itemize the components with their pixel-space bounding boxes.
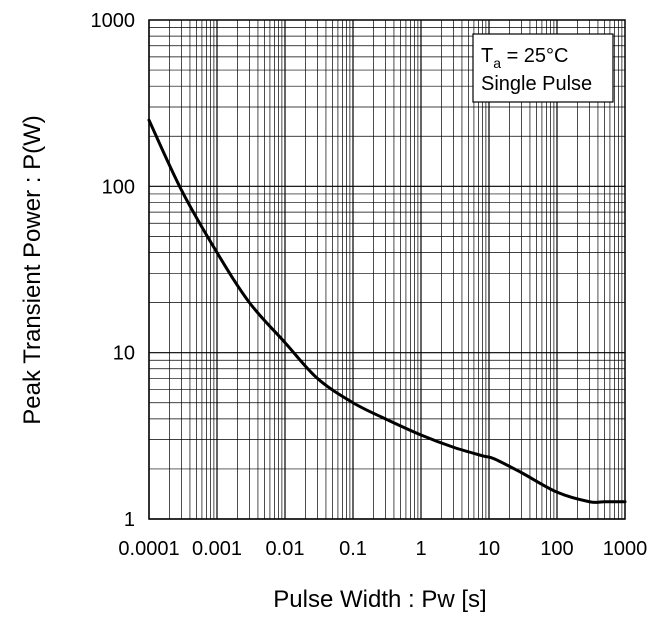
- x-axis-title: Pulse Width : Pw [s]: [273, 586, 486, 613]
- x-tick-label: 100: [540, 538, 573, 560]
- y-tick-labels: 1 10 100 1000: [91, 10, 136, 531]
- legend-condition: Ta = 25°C: [481, 45, 569, 71]
- x-tick-label: 1000: [603, 538, 648, 560]
- y-tick-label: 100: [102, 176, 135, 198]
- x-tick-label: 10: [478, 538, 500, 560]
- y-tick-label: 1000: [91, 10, 136, 32]
- legend-condition-main: T: [481, 45, 493, 67]
- x-tick-label: 0.0001: [118, 538, 179, 560]
- legend-condition-rest: = 25°C: [501, 45, 568, 67]
- y-tick-label: 10: [113, 343, 135, 365]
- x-tick-label: 0.01: [266, 538, 305, 560]
- x-tick-labels: 0.0001 0.001 0.01 0.1 1 10 100 1000: [118, 538, 647, 560]
- series-line: [147, 118, 627, 504]
- legend-pulse-type: Single Pulse: [481, 73, 592, 95]
- grid: [148, 20, 625, 520]
- x-tick-label: 0.001: [192, 538, 242, 560]
- plot-frame: [148, 19, 626, 520]
- legend: Ta = 25°C Single Pulse: [472, 33, 614, 103]
- legend-box: [472, 33, 614, 103]
- x-tick-label: 0.1: [339, 538, 367, 560]
- legend-condition-subscript: a: [493, 55, 501, 71]
- x-tick-label: 1: [415, 538, 426, 560]
- y-tick-label: 1: [124, 509, 135, 531]
- y-axis-title: Peak Transient Power : P(W): [19, 115, 46, 424]
